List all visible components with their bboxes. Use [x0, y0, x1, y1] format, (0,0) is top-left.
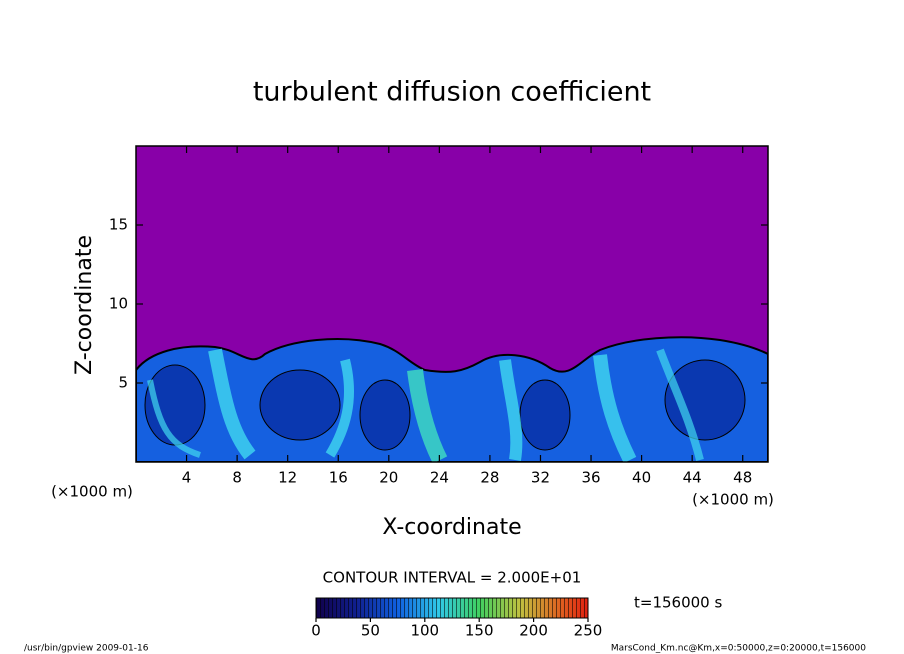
- colorbar-tick-label: 250: [574, 622, 603, 640]
- colorbar-tick-label: 0: [311, 622, 321, 640]
- chart-title: turbulent diffusion coefficient: [253, 77, 651, 108]
- colorbar-stripes: [316, 598, 588, 618]
- colorbar-frame: [315, 597, 589, 619]
- colorbar-tick-label: 50: [361, 622, 380, 640]
- x-tick-label: 16: [329, 469, 348, 487]
- y-tick-label: 15: [109, 216, 128, 234]
- x-axis-label: X-coordinate: [382, 515, 521, 540]
- x-tick-label: 40: [632, 469, 651, 487]
- colorbar-tick-label: 150: [465, 622, 494, 640]
- y-unit-label: (×1000 m): [51, 483, 133, 501]
- x-tick-label: 48: [733, 469, 752, 487]
- colorbar-tick-label: 100: [410, 622, 439, 640]
- x-tick-label: 36: [581, 469, 600, 487]
- x-tick-label: 8: [232, 469, 242, 487]
- x-tick-label: 4: [182, 469, 192, 487]
- x-tick-label: 12: [278, 469, 297, 487]
- contour-field: [136, 146, 768, 462]
- y-axis-label: Z-coordinate: [72, 235, 97, 375]
- footer-left: /usr/bin/gpview 2009-01-16: [24, 644, 149, 654]
- x-tick-label: 28: [480, 469, 499, 487]
- y-tick-label: 5: [118, 374, 128, 392]
- colorbar-tick-label: 200: [519, 622, 548, 640]
- x-tick-label: 20: [379, 469, 398, 487]
- x-unit-label: (×1000 m): [692, 491, 774, 509]
- footer-right: MarsCond_Km.nc@Km,x=0:50000,z=0:20000,t=…: [611, 644, 866, 654]
- contour-interval: CONTOUR INTERVAL = 2.000E+01: [323, 569, 582, 587]
- x-tick-label: 24: [430, 469, 449, 487]
- x-tick-label: 32: [531, 469, 550, 487]
- x-tick-label: 44: [683, 469, 702, 487]
- y-tick-label: 10: [109, 295, 128, 313]
- time-label: t=156000 s: [634, 594, 722, 612]
